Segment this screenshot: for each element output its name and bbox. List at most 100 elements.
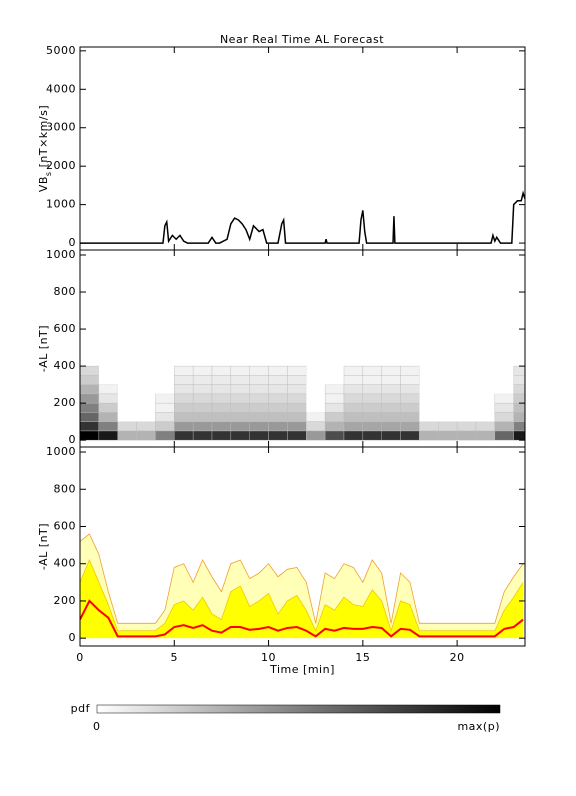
- y-tick-label: 800: [54, 285, 77, 298]
- pdf-cell: [155, 375, 175, 385]
- pdf-cell: [174, 393, 194, 404]
- pdf-cell: [268, 365, 288, 376]
- y-tick-label: 1000: [46, 198, 76, 211]
- pdf-cell: [192, 421, 213, 432]
- figure-title: Near Real Time AL Forecast: [220, 33, 384, 46]
- plot-area: [80, 190, 525, 244]
- pdf-cell: [98, 430, 118, 441]
- pdf-cell: [419, 366, 439, 376]
- pdf-cell: [211, 375, 232, 385]
- pdf-cell: [457, 384, 476, 394]
- pdf-cell: [268, 375, 288, 385]
- pdf-cell: [268, 393, 288, 404]
- pdf-cell: [155, 393, 175, 404]
- pdf-cell: [155, 430, 175, 441]
- y-tick-label: 200: [54, 396, 77, 409]
- pdf-cell: [174, 365, 194, 376]
- y-tick-label: 2000: [46, 159, 76, 172]
- pdf-cell: [80, 412, 100, 422]
- pdf-cell: [287, 384, 307, 395]
- y-tick-label: 0: [69, 433, 77, 446]
- pdf-cell: [419, 384, 439, 394]
- pdf-cell: [211, 421, 232, 432]
- pdf-cell: [494, 402, 514, 413]
- pdf-cell: [343, 365, 364, 376]
- pdf-cell: [306, 412, 326, 422]
- pdf-cell: [343, 384, 364, 395]
- pdf-cell: [362, 402, 382, 413]
- band-line: [80, 599, 524, 638]
- pdf-cell: [381, 393, 401, 404]
- pdf-cell: [98, 375, 118, 385]
- x-tick-label: 5: [171, 651, 179, 664]
- pdf-cell: [306, 421, 326, 432]
- pdf-cell: [155, 421, 175, 432]
- pdf-cell: [306, 403, 326, 413]
- pdf-cell: [268, 430, 288, 441]
- colorbar-min-label: 0: [93, 720, 101, 733]
- x-tick-label: 10: [261, 651, 276, 664]
- y-tick-label: 4000: [46, 82, 76, 95]
- pdf-cell: [136, 430, 156, 441]
- pdf-cell: [343, 412, 364, 422]
- pdf-cell: [494, 393, 514, 404]
- pdf-cell: [475, 384, 495, 394]
- pdf-cell: [457, 412, 476, 422]
- y-axis-label-sub: s: [44, 171, 53, 176]
- plot-area: [80, 365, 525, 441]
- pdf-cell: [230, 421, 250, 432]
- pdf-cell: [438, 403, 458, 413]
- band-line: [80, 558, 524, 633]
- pdf-cell: [287, 421, 307, 432]
- pdf-cell: [249, 412, 269, 422]
- vbs-line: [80, 190, 525, 244]
- pdf-cell: [230, 365, 250, 376]
- pdf-cell: [419, 403, 439, 413]
- pdf-cell: [268, 412, 288, 422]
- pdf-cell: [98, 393, 118, 404]
- y-tick-label: 400: [54, 557, 77, 570]
- pdf-cell: [400, 430, 420, 441]
- pdf-cell: [381, 384, 401, 395]
- pdf-cell: [381, 402, 401, 413]
- pdf-cell: [400, 421, 420, 432]
- pdf-cell: [362, 375, 382, 385]
- pdf-cell: [362, 384, 382, 395]
- pdf-cell: [117, 366, 137, 376]
- pdf-cell: [381, 412, 401, 422]
- pdf-cell: [362, 393, 382, 404]
- pdf-cell: [249, 365, 269, 376]
- pdf-cell: [211, 430, 232, 441]
- pdf-cell: [136, 384, 156, 394]
- x-tick-label: 15: [355, 651, 370, 664]
- pdf-cell: [155, 366, 175, 376]
- pdf-cell: [80, 402, 100, 413]
- pdf-cell: [325, 366, 344, 376]
- pdf-cell: [419, 393, 439, 404]
- pdf-cell: [494, 412, 514, 422]
- plot-area: [80, 533, 524, 639]
- axes-frame: [79, 446, 526, 647]
- pdf-cell: [192, 384, 213, 395]
- y-tick-label: 600: [54, 519, 77, 532]
- pdf-cell: [400, 393, 420, 404]
- y-tick-label: 1000: [46, 248, 76, 261]
- pdf-cell: [306, 430, 326, 441]
- pdf-cell: [438, 384, 458, 394]
- pdf-cell: [456, 430, 477, 441]
- pdf-cell: [230, 402, 250, 413]
- pdf-cell: [211, 384, 232, 395]
- pdf-cell: [155, 384, 175, 394]
- pdf-cell: [438, 366, 458, 376]
- pdf-cell: [117, 403, 137, 413]
- pdf-cell: [98, 384, 118, 395]
- colorbar: [96, 704, 501, 714]
- pdf-cell: [117, 375, 137, 385]
- pdf-cell: [475, 393, 495, 404]
- pdf-cell: [174, 402, 194, 413]
- pdf-cell: [287, 375, 307, 385]
- pdf-cell: [80, 384, 100, 395]
- pdf-cell: [438, 421, 458, 432]
- pdf-cell: [174, 430, 194, 441]
